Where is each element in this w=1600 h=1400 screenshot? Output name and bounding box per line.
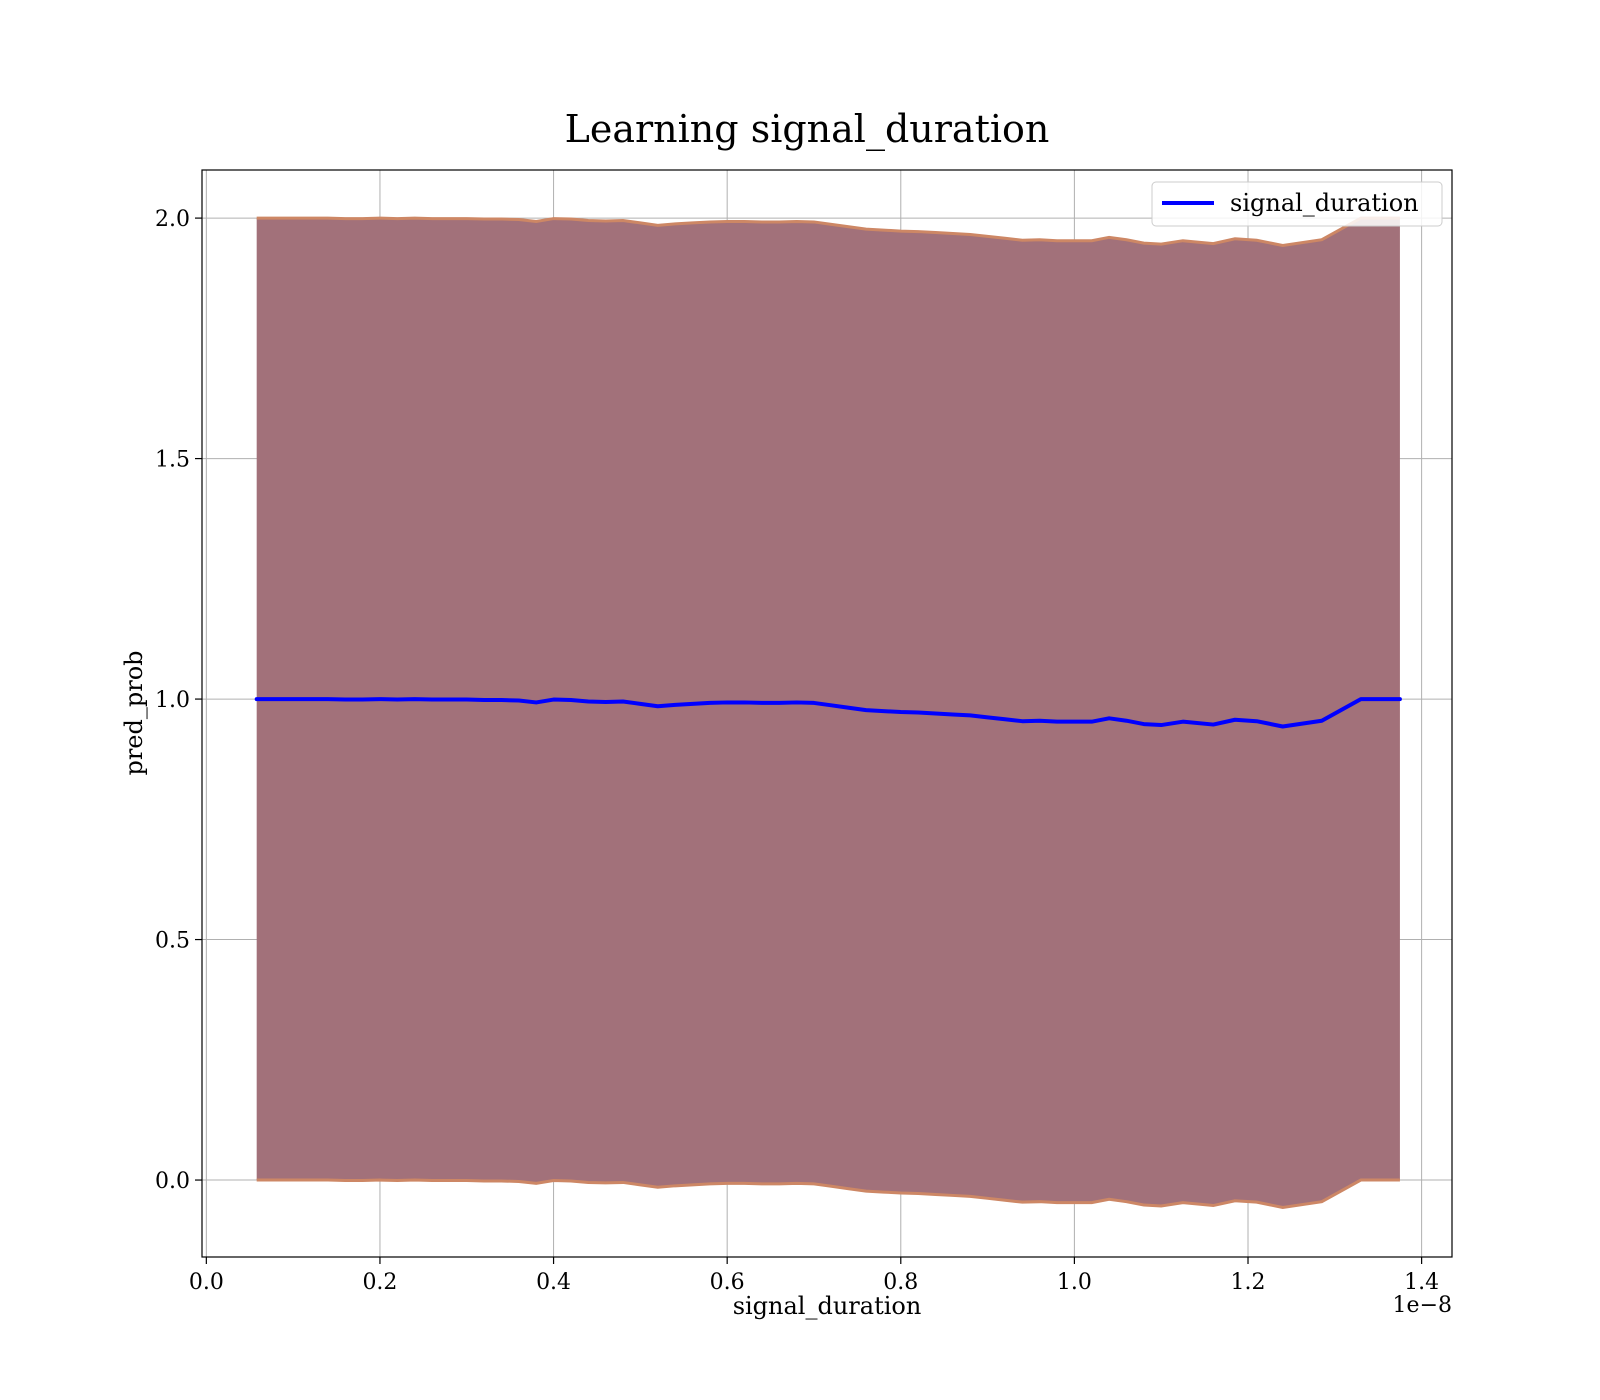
y-tick-label: 2.0 bbox=[155, 207, 190, 232]
y-tick-label: 1.5 bbox=[155, 448, 190, 473]
confidence-band bbox=[256, 218, 1400, 1208]
y-tick-label: 0.0 bbox=[155, 1169, 190, 1194]
band-lower-edge bbox=[256, 1178, 1400, 1209]
x-tick-label: 0.0 bbox=[189, 1270, 224, 1295]
x-axis-offset-label: 1e−8 bbox=[1393, 1293, 1452, 1318]
plot-frame bbox=[201, 169, 1453, 1258]
x-tick-label: 0.2 bbox=[362, 1270, 397, 1295]
x-tick-label: 1.0 bbox=[1057, 1270, 1092, 1295]
chart-title: Learning signal_duration bbox=[565, 107, 1050, 152]
x-tick-label: 0.4 bbox=[536, 1270, 571, 1295]
y-tick-label: 0.5 bbox=[155, 929, 190, 954]
x-tick-label: 1.2 bbox=[1231, 1270, 1266, 1295]
legend: signal_duration bbox=[1151, 181, 1443, 227]
x-tick-label: 0.6 bbox=[710, 1270, 745, 1295]
legend-label: signal_duration bbox=[1230, 189, 1419, 217]
x-axis-label: signal_duration bbox=[733, 1292, 922, 1320]
band-layer bbox=[256, 216, 1400, 1209]
y-axis-ticks: 0.0 0.5 1.0 1.5 2.0 bbox=[155, 207, 202, 1194]
y-tick-label: 1.0 bbox=[155, 688, 190, 713]
band-upper-edge bbox=[256, 216, 1400, 248]
legend-box bbox=[1151, 181, 1443, 227]
y-axis-label: pred_prob bbox=[120, 650, 148, 775]
x-tick-label: 0.8 bbox=[883, 1270, 918, 1295]
x-tick-label: 1.4 bbox=[1404, 1270, 1439, 1295]
x-axis-ticks: 0.0 0.2 0.4 0.6 0.8 1.0 1.2 1.4 bbox=[189, 1257, 1439, 1295]
series-line-signal_duration bbox=[254, 697, 1402, 729]
line-layer bbox=[254, 697, 1402, 729]
